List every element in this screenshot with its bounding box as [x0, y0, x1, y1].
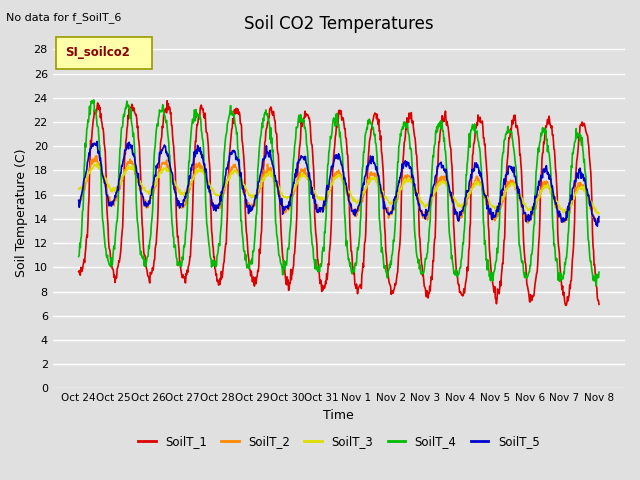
SoilT_1: [570, 232, 578, 238]
Legend: SoilT_1, SoilT_2, SoilT_3, SoilT_4, SoilT_5: SoilT_1, SoilT_2, SoilT_3, SoilT_4, Soil…: [133, 430, 545, 453]
SoilT_4: [75, 253, 83, 259]
Text: SI_soilco2: SI_soilco2: [65, 47, 131, 60]
SoilT_5: [570, 184, 577, 190]
SoilT_1: [100, 131, 108, 136]
Line: SoilT_4: SoilT_4: [79, 100, 599, 286]
SoilT_1: [163, 98, 171, 104]
SoilT_4: [578, 143, 586, 148]
X-axis label: Time: Time: [323, 409, 354, 422]
SoilT_2: [75, 200, 83, 205]
SoilT_2: [382, 204, 390, 210]
SoilT_4: [595, 269, 603, 275]
SoilT_2: [570, 196, 577, 202]
SoilT_4: [172, 250, 180, 255]
Title: Soil CO2 Temperatures: Soil CO2 Temperatures: [244, 15, 434, 33]
SoilT_4: [90, 97, 98, 103]
Text: No data for f_SoilT_6: No data for f_SoilT_6: [6, 12, 122, 23]
SoilT_5: [75, 197, 83, 203]
SoilT_2: [593, 220, 601, 226]
SoilT_1: [172, 191, 180, 196]
SoilT_3: [172, 182, 180, 188]
SoilT_3: [595, 210, 603, 216]
SoilT_1: [75, 269, 83, 275]
SoilT_2: [595, 219, 603, 225]
SoilT_3: [291, 185, 299, 191]
Line: SoilT_3: SoilT_3: [79, 163, 599, 214]
SoilT_5: [100, 178, 108, 183]
SoilT_5: [93, 139, 101, 144]
SoilT_4: [291, 140, 299, 145]
SoilT_4: [382, 268, 390, 274]
SoilT_5: [595, 214, 603, 219]
SoilT_4: [100, 233, 108, 239]
Line: SoilT_2: SoilT_2: [79, 156, 599, 223]
SoilT_4: [570, 147, 577, 153]
SoilT_1: [562, 302, 570, 308]
SoilT_5: [593, 223, 601, 229]
SoilT_1: [579, 119, 586, 125]
SoilT_2: [578, 182, 586, 188]
SoilT_2: [100, 180, 108, 186]
SoilT_1: [595, 301, 603, 307]
SoilT_5: [382, 205, 390, 211]
SoilT_3: [382, 193, 390, 199]
Line: SoilT_5: SoilT_5: [79, 142, 599, 226]
SoilT_3: [94, 160, 102, 166]
SoilT_5: [578, 170, 586, 176]
Y-axis label: Soil Temperature (C): Soil Temperature (C): [15, 149, 28, 277]
Line: SoilT_1: SoilT_1: [79, 101, 599, 305]
SoilT_1: [291, 242, 299, 248]
SoilT_5: [172, 190, 180, 195]
SoilT_1: [382, 249, 390, 254]
SoilT_4: [593, 283, 600, 288]
SoilT_2: [172, 193, 180, 199]
SoilT_2: [291, 185, 299, 191]
SoilT_3: [100, 176, 108, 182]
SoilT_3: [570, 195, 577, 201]
SoilT_2: [93, 153, 100, 158]
SoilT_5: [291, 171, 299, 177]
SoilT_3: [75, 186, 83, 192]
SoilT_3: [578, 183, 586, 189]
SoilT_3: [595, 211, 602, 216]
